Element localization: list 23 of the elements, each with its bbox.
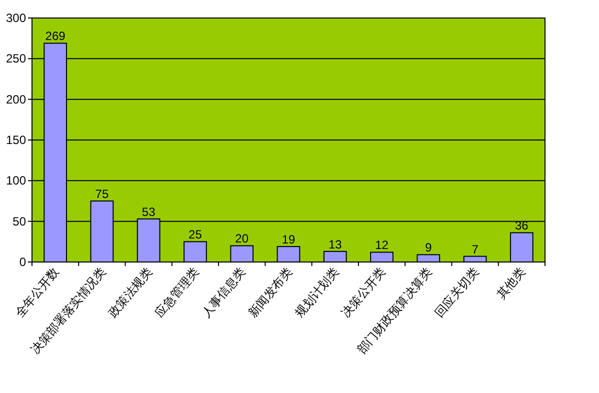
- data-label: 269: [45, 29, 66, 44]
- x-tick-label: 新闻发布类: [246, 264, 295, 320]
- y-tick-label: 50: [12, 214, 26, 228]
- data-label: 19: [282, 232, 296, 247]
- y-tick-label: 300: [6, 11, 26, 25]
- data-label: 20: [235, 232, 249, 246]
- data-label: 7: [472, 242, 479, 256]
- y-tick-label: 250: [6, 52, 26, 66]
- y-tick-label: 0: [19, 255, 26, 269]
- data-label: 13: [328, 237, 342, 252]
- y-tick-label: 200: [6, 92, 26, 106]
- x-tick-label: 回应关切类: [432, 264, 482, 320]
- y-tick-label: 100: [6, 174, 26, 188]
- y-tick-label: 150: [6, 133, 26, 147]
- data-label: 25: [188, 228, 202, 242]
- x-tick-label: 规划计划类: [292, 264, 342, 320]
- data-label: 53: [142, 204, 156, 219]
- data-label: 75: [95, 187, 109, 201]
- x-tick-label: 政策法规类: [106, 264, 155, 320]
- x-tick-label: 其他类: [494, 264, 528, 302]
- data-label: 36: [515, 218, 529, 233]
- data-label: 9: [425, 240, 432, 255]
- data-label: 12: [375, 238, 389, 252]
